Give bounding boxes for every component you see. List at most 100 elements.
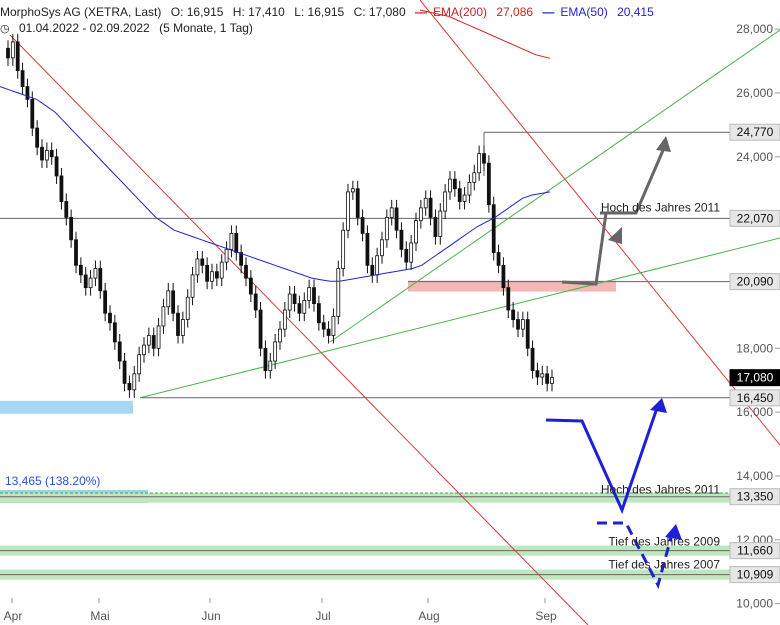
candle-body: [200, 258, 205, 266]
candle-body: [511, 309, 516, 320]
candle-body: [78, 264, 83, 276]
candle-body: [409, 242, 414, 263]
period-label: (5 Monate, 1 Tag): [159, 21, 253, 35]
candle-body: [365, 233, 370, 266]
level-box-24-770: [729, 123, 780, 141]
projection-arrows: [545, 136, 682, 590]
candle-body: [244, 264, 248, 279]
candle-body: [219, 261, 224, 279]
date-range: 01.04.2022 - 02.09.2022: [18, 21, 150, 35]
clock-icon: ◷: [0, 23, 10, 35]
candle-body: [54, 156, 59, 177]
candle-body: [64, 201, 69, 218]
level-box-17-080: [729, 369, 780, 387]
blue-arrowhead: [650, 398, 667, 413]
candle-body: [384, 217, 389, 241]
gray-projection-line-1: [561, 211, 616, 286]
candle-body: [350, 188, 355, 193]
candle-body: [496, 252, 501, 266]
level-label-11-660: 11,660: [737, 544, 773, 558]
level-label-13-350: 13,350: [737, 490, 774, 504]
candle-body: [180, 319, 185, 336]
candle-body: [35, 127, 40, 148]
downtrend-red-lower: [9, 34, 589, 625]
x-tick-label-aug: Aug: [418, 609, 439, 623]
level-box-13-350: [729, 488, 780, 506]
candle-body: [98, 268, 103, 292]
candle-body: [297, 303, 302, 314]
level-box-20-090: [729, 273, 780, 291]
candle-body: [491, 204, 496, 253]
candle-body: [229, 233, 234, 250]
candle-body: [375, 255, 380, 276]
candle-body: [137, 354, 142, 375]
annotation-label: Tief des Jahres 2009: [608, 535, 720, 549]
candle-body: [146, 335, 151, 346]
candle-body: [248, 277, 253, 295]
close-value: C: 17,080: [353, 5, 406, 19]
ema50-legend-marker: —: [542, 5, 555, 19]
candle-body: [414, 220, 418, 244]
level-box-22-070: [729, 209, 780, 227]
candle-body: [83, 274, 88, 289]
level-label-10-909: 10,909: [737, 568, 774, 582]
instrument-name: MorphoSys AG (XETRA, Last): [0, 5, 162, 19]
x-tick-label-mai: Mai: [90, 609, 109, 623]
blue-dashed-arrowhead: [665, 524, 682, 540]
candle-body: [282, 309, 287, 330]
x-tick-label-sep: Sep: [535, 609, 557, 623]
y-tick-label: 24,000: [736, 150, 773, 164]
candle-body: [380, 239, 384, 257]
candle-body: [10, 41, 15, 59]
y-tick-label: 28,000: [736, 22, 773, 36]
candle-body: [486, 162, 491, 206]
candle-body: [302, 300, 307, 314]
candle-body: [331, 315, 336, 336]
ema50-line: [0, 86, 551, 282]
candle-body: [341, 229, 346, 269]
level-label-22-070: 22,070: [737, 211, 774, 225]
candle-body: [360, 217, 365, 234]
candle-body: [108, 312, 112, 324]
y-tick-label: 16,000: [736, 405, 773, 419]
candle-body: [25, 86, 30, 100]
candle-body: [457, 188, 462, 202]
candle-body: [176, 312, 180, 336]
candle-body: [467, 181, 472, 196]
candle-body: [438, 210, 443, 237]
candle-body: [103, 290, 108, 314]
ema200-line: [419, 9, 551, 59]
candle-body: [234, 233, 239, 253]
uptrend-green-steep: [329, 29, 780, 343]
candle-body: [404, 248, 409, 263]
low-value: L: 16,915: [294, 5, 345, 19]
resistance-zone: [408, 280, 616, 292]
candle-body: [545, 373, 550, 384]
candle-body: [394, 207, 399, 231]
support-zone-blue: [0, 400, 133, 414]
candle-body: [292, 293, 297, 305]
candle-body: [195, 258, 200, 276]
gray-projection-line-2: [600, 147, 666, 215]
candle-body: [418, 207, 423, 222]
candle-body: [59, 175, 64, 202]
candle-body: [127, 383, 132, 391]
candle-body: [540, 373, 545, 378]
annotation-label: Hoch des Jahres 2011: [601, 200, 721, 214]
candle-body: [49, 150, 54, 158]
fib-label: 13,465 (138.20%): [5, 474, 100, 488]
candle-body: [399, 229, 404, 250]
candle-body: [423, 197, 428, 209]
candle-body: [346, 191, 350, 231]
candle-body: [112, 322, 117, 343]
gray-arrowhead-2: [656, 136, 671, 152]
candle-body: [506, 287, 511, 311]
uptrend-green-long: [139, 237, 780, 399]
candle-body: [210, 271, 214, 282]
candle-body: [151, 335, 156, 349]
candle-body: [44, 150, 49, 161]
y-tick-label: 26,000: [736, 86, 773, 100]
candle-body: [88, 277, 93, 289]
